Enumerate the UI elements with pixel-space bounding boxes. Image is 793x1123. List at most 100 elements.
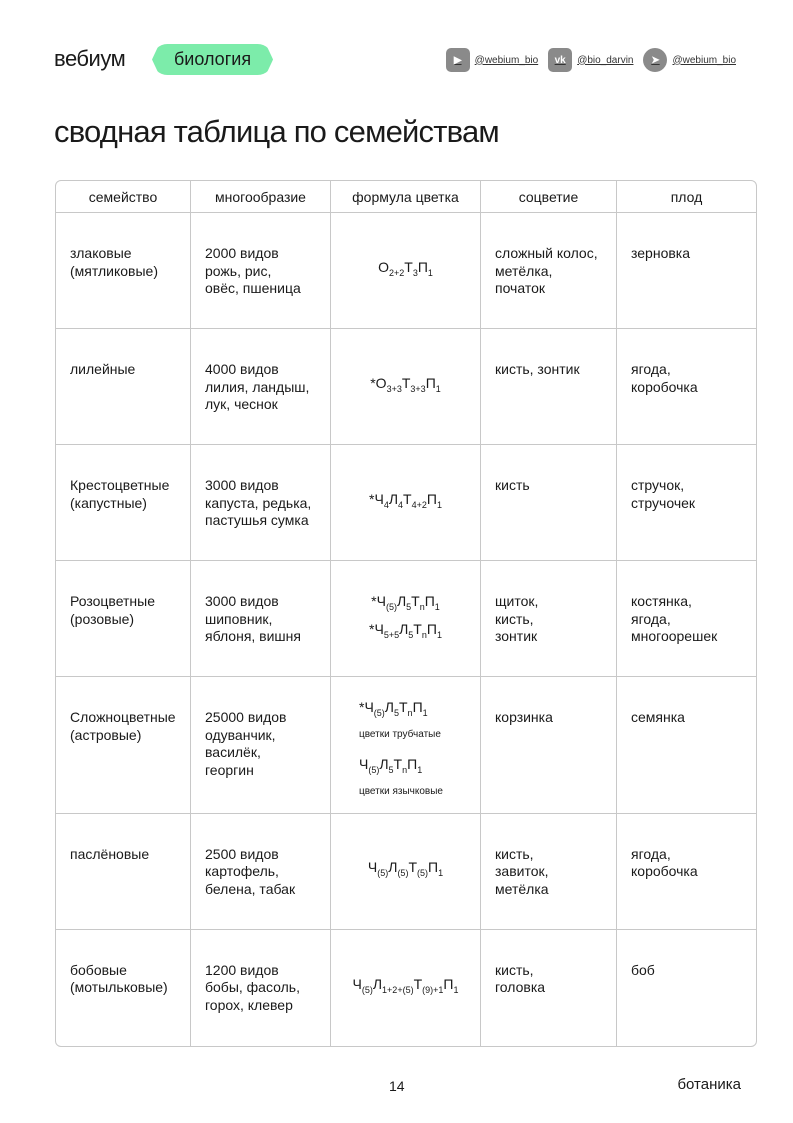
formula-subscript: (5): [417, 868, 428, 879]
formula-symbol: Л: [396, 593, 407, 610]
formula-symbol: *Ч: [371, 593, 386, 610]
formula-cell: *Ч4Л4Т4+2П1: [331, 445, 481, 561]
inflorescence-cell: сложный колос, метёлка, початок: [481, 213, 617, 329]
cell-line: рожь, рис,: [205, 262, 272, 279]
cell-line: овёс, пшеница: [205, 280, 301, 296]
fruit-cell: зерновка: [617, 213, 756, 329]
formula-subscript: 1: [438, 868, 444, 879]
formula-symbol: П: [426, 490, 437, 507]
cell-line: капуста, редька,: [205, 494, 312, 511]
formula-symbol: Т: [393, 755, 403, 772]
table-row: Сложноцветные (астровые) 25000 видов одуван…: [56, 677, 756, 814]
formula-symbol: Т: [404, 258, 413, 275]
fruit-cell: боб: [617, 930, 756, 1046]
families-table: семейство многообразие формула цветка со…: [55, 180, 757, 1047]
cell-line: 3000 видов: [205, 593, 279, 609]
social-handle: @webium_bio: [474, 54, 539, 66]
cell-line: коробочка: [631, 378, 698, 395]
social-youtube[interactable]: ▶ @webium_bio: [445, 48, 539, 72]
formula-symbol: Л: [399, 620, 409, 637]
column-header: семейство: [56, 181, 191, 213]
formula-subscript: 1: [417, 764, 423, 775]
cell-line: ягода,: [631, 845, 671, 862]
formula-subscript: 3+3: [410, 383, 426, 394]
cell-line: одуванчик,: [205, 726, 276, 743]
fruit-cell: стручок, стручочек: [617, 445, 756, 561]
formula-cell: *О3+3Т3+3П1: [331, 329, 481, 445]
cell-line: головка: [495, 979, 546, 996]
inflorescence-cell: кисть, головка: [481, 929, 617, 1046]
formula-symbol: *О: [370, 374, 387, 391]
cell-line: коробочка: [631, 863, 698, 880]
cell-line: 1200 видов: [205, 961, 279, 978]
formula-symbol: Л: [379, 755, 389, 772]
inflorescence-cell: кисть: [481, 445, 617, 561]
cell-line: бобы, фасоль,: [205, 979, 300, 996]
inflorescence-cell: щиток, кисть, зонтик: [481, 561, 617, 677]
table-row: паслёновые 2500 видов картофель, белена, та…: [56, 813, 756, 930]
social-telegram[interactable]: ➤ @webium_bio: [643, 48, 736, 72]
cell-line: георгин: [205, 761, 254, 778]
table-row: злаковые (мятликовые) 2000 видов рожь, рис,…: [56, 213, 756, 329]
cell-line: стручочек: [631, 494, 696, 511]
formula-subscript: 4: [383, 499, 389, 510]
family-cell: злаковые (мятликовые): [56, 213, 191, 329]
formula-symbol: Л: [388, 490, 399, 507]
table-row: бобовые (мотыльковые) 1200 видов бобы, фасо…: [56, 929, 756, 1046]
cell-line: (мятликовые): [70, 262, 158, 279]
formula-subscript: 1: [436, 499, 442, 510]
family-cell: паслёновые: [56, 813, 191, 930]
formula-symbol: Т: [401, 374, 411, 391]
cell-line: лук, чеснок: [205, 396, 278, 412]
logo: вебиум: [54, 46, 126, 71]
formula-symbol: П: [426, 620, 437, 637]
inflorescence-cell: корзинка: [481, 677, 617, 814]
formula-symbol: Л: [388, 859, 398, 876]
formula-subscript: 5+5: [383, 629, 400, 640]
cell-line: кисть: [495, 477, 530, 493]
column-header: соцветие: [481, 181, 617, 213]
cell-line: початок: [495, 280, 545, 296]
vk-icon: vk: [548, 48, 573, 72]
formula-subscript: 1: [422, 707, 428, 718]
cell-line: (капустные): [70, 494, 147, 511]
formula-subscript: 1: [453, 984, 459, 995]
cell-line: пастушья сумка: [205, 512, 309, 528]
family-cell: бобовые (мотыльковые): [56, 929, 191, 1046]
formula-cell: *Ч(5)Л5ТnП1 цветки трубчатые Ч(5)Л5ТnП1 цве…: [331, 677, 481, 814]
flower-formula: О2+2Т3П1: [337, 259, 474, 282]
flower-formula: *Ч(5)Л5ТnП1: [337, 593, 474, 616]
page-title: сводная таблица по семействам: [54, 114, 500, 149]
column-header: формула цветка: [331, 181, 481, 213]
variety-cell: 3000 видов шиповник, яблоня, вишня: [191, 561, 331, 677]
cell-line: метёлка: [495, 880, 549, 897]
cell-line: (мотыльковые): [70, 979, 168, 996]
cell-line: зерновка: [631, 245, 691, 261]
formula-symbol: Т: [403, 490, 412, 507]
page-number: 14: [389, 1078, 405, 1094]
formula-subscript: n: [402, 764, 408, 775]
formula-subscript: (5): [373, 707, 385, 718]
formula-cell: Ч(5)Л(5)Т(5)П1: [331, 813, 481, 930]
cell-line: корзинка: [495, 709, 553, 725]
formula-cell: О2+2Т3П1: [331, 213, 481, 329]
formula-cell: *Ч(5)Л5ТnП1 *Ч5+5Л5ТnП1: [331, 561, 481, 677]
formula-subscript: 3: [412, 267, 418, 278]
formula-subscript: n: [419, 602, 425, 612]
social-handle: @bio_darvin: [577, 54, 634, 66]
table-row: Крестоцветные (капустные) 3000 видов капуст…: [56, 445, 756, 561]
social-vk[interactable]: vk @bio_darvin: [548, 48, 633, 72]
formula-note: цветки язычковые: [359, 786, 443, 798]
flower-formula: *Ч5+5Л5ТnП1: [337, 621, 474, 644]
formula-symbol: Л: [384, 699, 394, 715]
cell-line: 3000 видов: [205, 477, 279, 493]
family-cell: лилейные: [56, 329, 191, 445]
cell-line: костянка,: [631, 593, 692, 609]
formula-symbol: Т: [408, 859, 417, 876]
formula-symbol: П: [424, 593, 435, 610]
cell-line: злаковые: [70, 245, 132, 261]
formula-symbol: Т: [413, 975, 423, 992]
variety-cell: 4000 видов лилия, ландыш, лук, чеснок: [191, 329, 331, 445]
cell-line: Крестоцветные: [70, 477, 170, 493]
formula-subscript: 1: [427, 267, 433, 278]
